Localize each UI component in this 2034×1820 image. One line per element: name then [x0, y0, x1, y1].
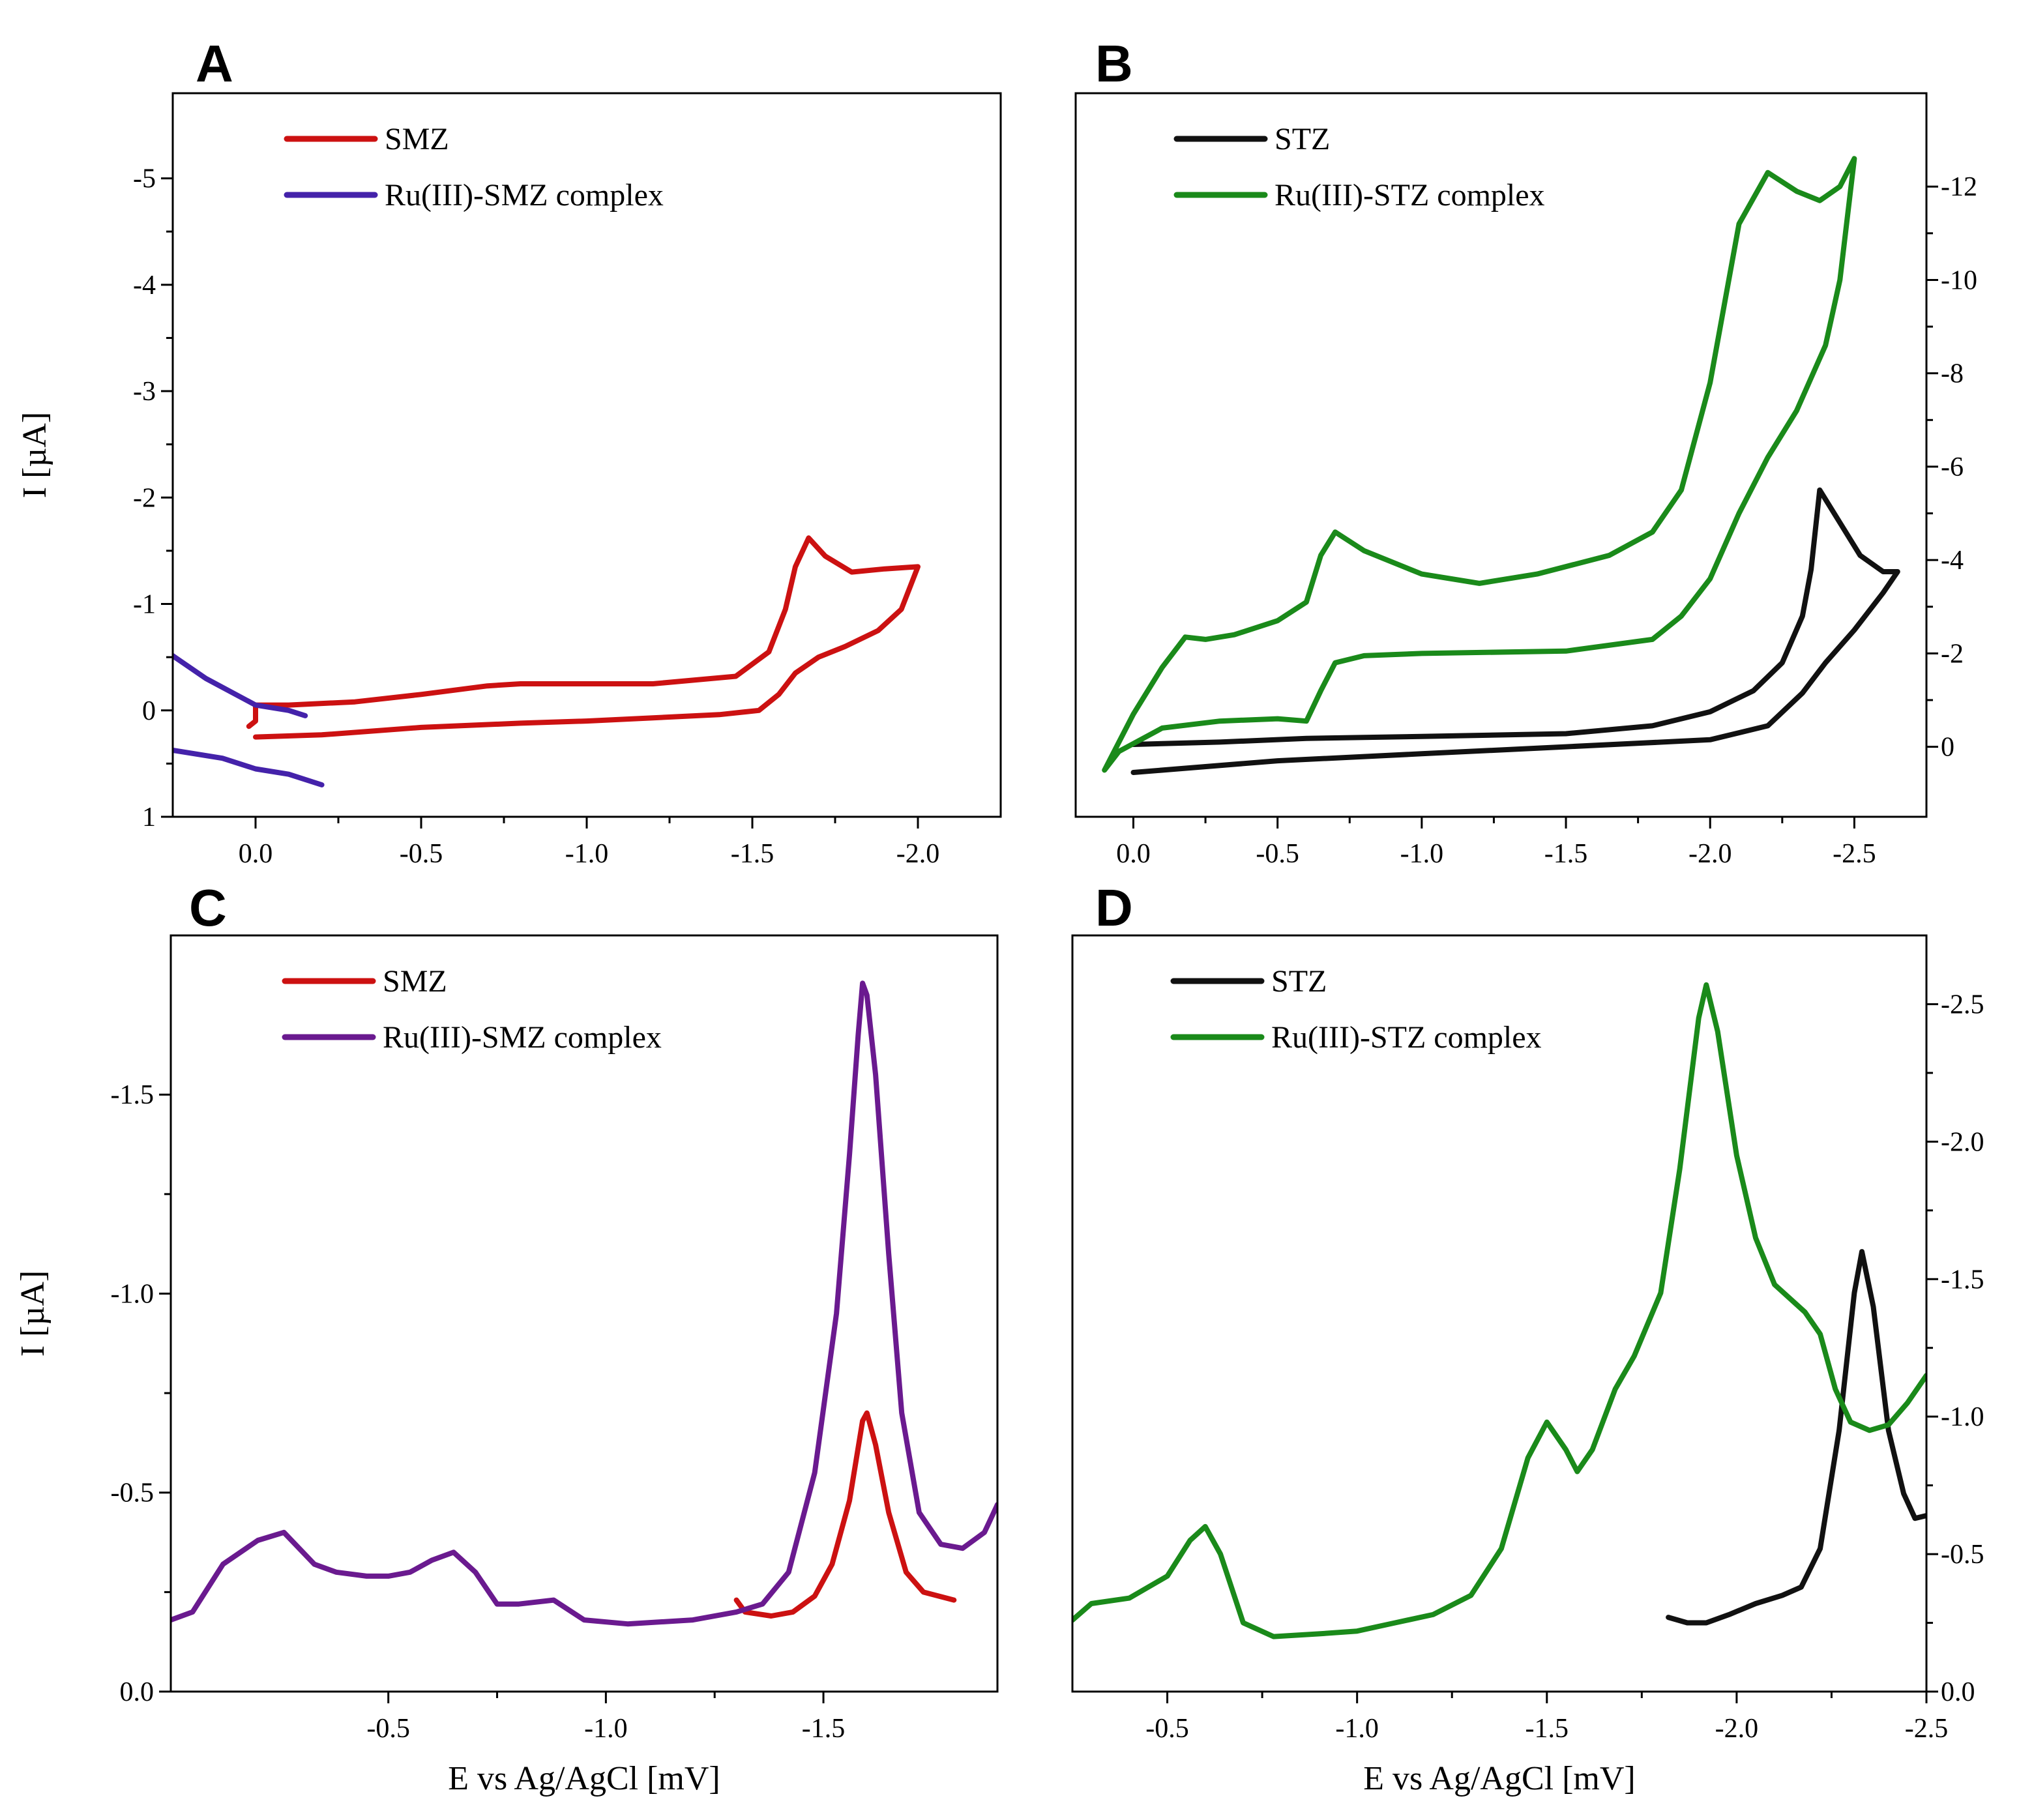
series-line-2	[171, 980, 997, 1627]
x-tick-label: -2.5	[1905, 1714, 1949, 1744]
y-tick-label: -5	[133, 164, 156, 194]
y-tick-label: -2	[1941, 639, 1964, 669]
panel-letter: C	[189, 879, 227, 937]
x-tick-label: -2.0	[896, 839, 940, 869]
legend-label: Ru(III)-STZ complex	[1275, 178, 1545, 213]
y-tick-label: -1.0	[111, 1279, 155, 1309]
x-axis-title: E vs Ag/AgCl [mV]	[1363, 1760, 1635, 1797]
series-line-2	[1102, 156, 1857, 773]
y-tick-label: -6	[1941, 452, 1964, 482]
panel-c: C -0.5 -1.0 -1.5 0.0 -0.5 -1.0 -1.5 I [µA] E vs A…	[14, 879, 999, 1797]
y-tick-label: 0.0	[1941, 1677, 1975, 1707]
y-tick-label: -4	[133, 271, 156, 301]
y-tick-label: -1.5	[1941, 1265, 1984, 1295]
legend-label: Ru(III)-STZ complex	[1271, 1020, 1542, 1055]
x-tick-label: 0.0	[1116, 839, 1151, 869]
legend-label: Ru(III)-SMZ complex	[385, 178, 664, 213]
y-tick-label: -1.0	[1941, 1402, 1984, 1432]
panel-letter: D	[1095, 879, 1133, 937]
x-tick-label: -2.5	[1833, 839, 1876, 869]
legend-label: SMZ	[383, 964, 447, 999]
x-tick-label: -2.0	[1688, 839, 1732, 869]
y-tick-label: 1	[142, 802, 156, 832]
y-tick-label: -3	[133, 377, 156, 407]
series-line-1	[1666, 1249, 1926, 1626]
series-line-1	[1130, 487, 1900, 775]
x-axis-title: E vs Ag/AgCl [mV]	[448, 1760, 720, 1797]
y-tick-label: -0.5	[111, 1478, 155, 1508]
x-tick-label: -1.5	[802, 1714, 846, 1744]
plot-frame	[170, 934, 999, 1693]
y-tick-label: 0	[1941, 733, 1954, 763]
y-tick-label: -12	[1941, 172, 1977, 202]
x-tick-label: -2.0	[1715, 1714, 1759, 1744]
series-line-2	[1072, 982, 1926, 1639]
x-tick-label: -1.0	[584, 1714, 628, 1744]
y-tick-label: -1	[133, 590, 156, 620]
y-tick-label: -1.5	[111, 1080, 155, 1110]
legend-label: SMZ	[385, 122, 449, 156]
series-line-1	[733, 1410, 957, 1619]
panel-d: D -0.5 -1.0 -1.5 -2.0 -2.5 0.0 -0.5 -1.0 -1.5 -2.0…	[1071, 879, 1984, 1797]
x-tick-label: -0.5	[1145, 1714, 1189, 1744]
panel-letter: A	[196, 35, 233, 93]
y-tick-label: 0.0	[120, 1677, 155, 1707]
y-tick-label: -0.5	[1941, 1540, 1984, 1570]
legend-label: STZ	[1275, 122, 1330, 156]
y-tick-label: -4	[1941, 546, 1964, 576]
x-tick-label: -0.5	[1256, 839, 1299, 869]
y-axis-title: I [µA]	[16, 412, 53, 498]
x-tick-label: -1.5	[731, 839, 774, 869]
y-tick-label: -2.0	[1941, 1127, 1984, 1157]
legend-label: Ru(III)-SMZ complex	[383, 1020, 662, 1055]
y-tick-label: -8	[1941, 359, 1964, 389]
x-tick-label: 0.0	[239, 839, 273, 869]
y-tick-label: -2.5	[1941, 990, 1984, 1020]
legend-label: STZ	[1271, 964, 1327, 999]
x-tick-label: -1.0	[565, 839, 609, 869]
x-tick-label: -1.5	[1526, 1714, 1569, 1744]
x-tick-label: -1.0	[1400, 839, 1444, 869]
x-tick-label: -1.0	[1335, 1714, 1379, 1744]
x-tick-label: -0.5	[366, 1714, 410, 1744]
series-line-1	[246, 535, 921, 740]
panel-b: B 0.0 -0.5 -1.0 -1.5 -2.0 -2.5 -12 -10 -8 -6 -4 -2 0 S…	[1074, 35, 1977, 869]
y-tick-label: -10	[1941, 265, 1977, 295]
panel-a: A 0.0 -0.5 -1.0 -1.5 -2.0 -5 -4 -3 -2 -1 0 1 I [µA] SM…	[16, 35, 1002, 869]
x-tick-label: -0.5	[400, 839, 443, 869]
x-tick-label: -1.5	[1544, 839, 1588, 869]
panel-letter: B	[1095, 35, 1133, 93]
y-tick-label: -2	[133, 483, 156, 513]
y-axis-title: I [µA]	[14, 1270, 52, 1357]
plot-frame	[1071, 934, 1928, 1693]
plot-frame	[1074, 92, 1928, 818]
y-tick-label: 0	[142, 696, 156, 726]
